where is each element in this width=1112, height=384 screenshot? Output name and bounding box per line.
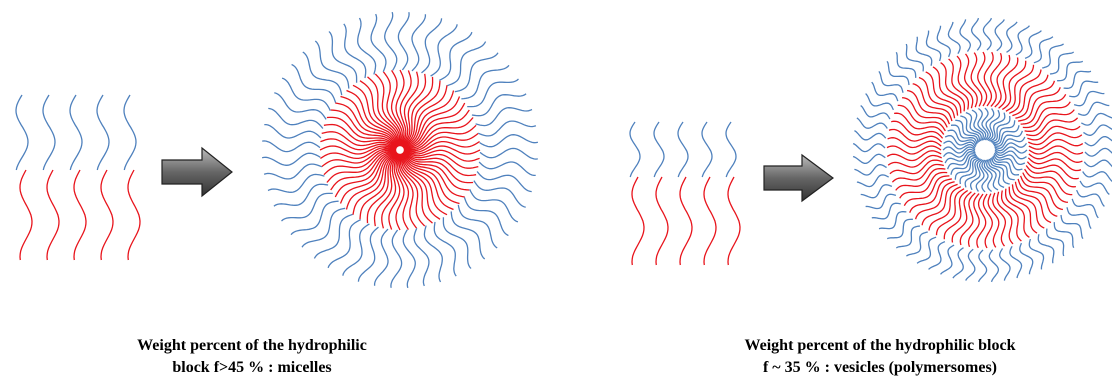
polymer-chain (1025, 31, 1041, 59)
caption-line: f ~ 35 % : vesicles (polymersomes) (763, 359, 997, 376)
polymer-chain (854, 131, 885, 140)
polymer-chain (702, 122, 712, 177)
polymer-chain (479, 162, 536, 175)
polymer-chain (929, 242, 945, 270)
polymer-chain (1015, 182, 1051, 223)
polymer-chain (879, 212, 906, 229)
polymer-chain (1007, 22, 1018, 52)
polymer-chain (268, 174, 324, 192)
polymer-chain (16, 95, 28, 170)
polymer-chain (1016, 26, 1030, 55)
polymer-chain (264, 164, 322, 179)
polymer-chain (474, 181, 526, 208)
polymer-chain (480, 148, 538, 159)
polymer-chain (972, 18, 981, 50)
polymer-chain (892, 165, 943, 183)
polymer-chain (966, 249, 975, 280)
caption-line: Weight percent of the hydrophilic (137, 337, 367, 354)
polymer-chain (957, 56, 973, 108)
figure: Weight percent of the hydrophilic block … (0, 0, 1112, 384)
polymer-chain (1000, 248, 1010, 280)
polymer-chain (1027, 162, 1078, 179)
polymer-chain (853, 154, 885, 163)
polymer-chain (854, 165, 886, 175)
polymer-chain (74, 170, 86, 260)
polymer-chain (1085, 137, 1112, 146)
polymer-chain (439, 32, 472, 80)
polymer-chain (43, 95, 55, 170)
polymer-chain (965, 54, 978, 107)
polymer-chain (853, 144, 885, 152)
polymer-chain (977, 194, 986, 248)
polymer-chain (1084, 160, 1112, 169)
polymer-chain (431, 24, 458, 76)
polymer-chain (478, 121, 536, 136)
polymer-chain (470, 189, 518, 222)
polymer-chain (704, 177, 716, 265)
polymer-chain (726, 122, 736, 177)
polymer-chain (861, 106, 890, 120)
polymer-chain (960, 193, 975, 245)
polymer-chain (1085, 148, 1112, 156)
polymer-chain (371, 14, 386, 72)
polymer-chain (995, 55, 1010, 107)
polymer-chain (97, 95, 109, 170)
polymer-chain (654, 122, 664, 177)
polymer-chain (1026, 118, 1077, 136)
polymer-chain (953, 248, 964, 278)
polymer-chain (398, 12, 409, 70)
polymer-chain (424, 226, 442, 282)
polymer-chain (274, 93, 326, 120)
polymer-chain (632, 177, 644, 265)
polymer-chain (1080, 181, 1109, 195)
polymer-chain (866, 94, 894, 110)
polymer-chain (375, 229, 388, 286)
polymer-chain (328, 220, 361, 268)
polymer-chain (343, 224, 370, 276)
polymer-chain (358, 18, 376, 74)
polymer-chain (983, 18, 991, 50)
caption-line: block f>45 % : micelles (172, 359, 331, 376)
polymer-chain (728, 177, 740, 265)
polymer-chain (678, 122, 688, 177)
polymer-chain (70, 95, 82, 170)
polymer-chain (1083, 172, 1112, 183)
polymer-chain (128, 170, 140, 260)
page: Weight percent of the hydrophilic block … (0, 0, 1112, 384)
polymer-chain (1064, 71, 1091, 88)
polymer-chain (630, 122, 640, 177)
polymer-chain (1077, 190, 1105, 206)
polymer-chain (993, 193, 1006, 246)
polymer-chain (906, 44, 923, 71)
polymer-chain (412, 14, 425, 71)
polymer-chain (476, 108, 532, 126)
polymer-chain (262, 141, 320, 152)
polymer-chain (989, 250, 998, 282)
arrow (162, 148, 232, 196)
polymer-chain (20, 170, 32, 260)
polymer-chain (919, 78, 955, 119)
polymer-chain (101, 170, 113, 260)
polymer-chain (891, 121, 942, 138)
polymer-chain (282, 78, 330, 111)
polymer-chain (47, 170, 59, 260)
illustration (16, 12, 1112, 288)
polymer-chain (979, 250, 987, 282)
polymer-chain (857, 118, 887, 129)
polymer-chain (941, 245, 955, 274)
polymer-chain (656, 177, 668, 265)
polymer-chain (960, 19, 970, 51)
polymer-chain (391, 230, 402, 288)
caption-line: Weight percent of the hydrophilic block (745, 337, 1016, 354)
polymer-chain (680, 177, 692, 265)
polymer-chain (995, 19, 1004, 50)
polymer-chain (1083, 125, 1112, 135)
arrow (764, 155, 833, 201)
polymer-chain (414, 228, 429, 286)
polymer-chain (997, 192, 1013, 244)
polymer-chain (124, 95, 136, 170)
polymer-chain (984, 52, 993, 106)
polymer-chain (264, 125, 321, 138)
polymer-chain (1047, 229, 1064, 256)
